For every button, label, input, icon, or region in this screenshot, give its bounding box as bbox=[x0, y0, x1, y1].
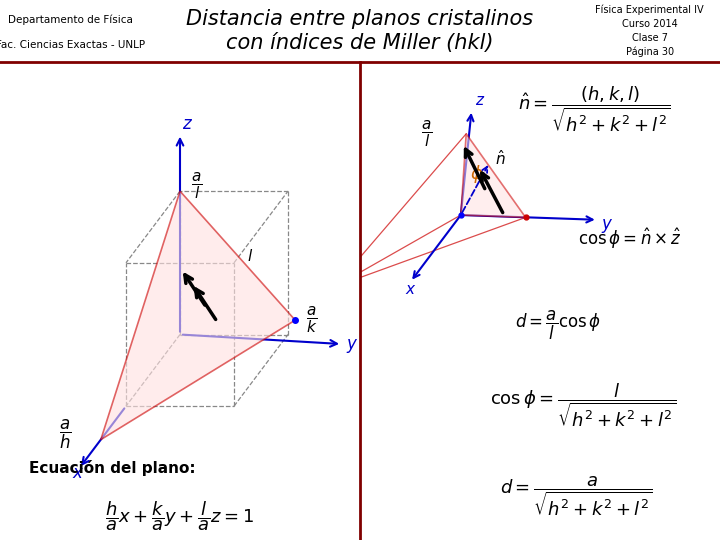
Polygon shape bbox=[101, 191, 295, 440]
Text: Física Experimental IV: Física Experimental IV bbox=[595, 4, 704, 15]
Text: Clase 7: Clase 7 bbox=[632, 33, 668, 43]
Text: Página 30: Página 30 bbox=[626, 47, 674, 57]
Text: $\phi$: $\phi$ bbox=[470, 163, 483, 185]
Polygon shape bbox=[461, 134, 526, 218]
Text: $\dfrac{h}{a}x + \dfrac{k}{a}y + \dfrac{l}{a}z = 1$: $\dfrac{h}{a}x + \dfrac{k}{a}y + \dfrac{… bbox=[106, 500, 254, 533]
Text: Ecuación del plano:: Ecuación del plano: bbox=[29, 460, 195, 476]
Text: $d = \dfrac{a}{l}\cos\phi$: $d = \dfrac{a}{l}\cos\phi$ bbox=[515, 308, 601, 341]
Text: $y$: $y$ bbox=[346, 337, 358, 355]
Text: Fac. Ciencias Exactas - UNLP: Fac. Ciencias Exactas - UNLP bbox=[0, 40, 145, 50]
Text: $\cos\phi = \hat{n}\times\hat{z}$: $\cos\phi = \hat{n}\times\hat{z}$ bbox=[578, 227, 682, 251]
Text: $x$: $x$ bbox=[72, 464, 84, 482]
Text: $\cos\phi = \dfrac{l}{\sqrt{h^2+k^2+l^2}}$: $\cos\phi = \dfrac{l}{\sqrt{h^2+k^2+l^2}… bbox=[490, 382, 677, 430]
Text: $\dfrac{a}{l}$: $\dfrac{a}{l}$ bbox=[191, 172, 202, 201]
Text: Departamento de Física: Departamento de Física bbox=[8, 15, 132, 25]
Text: $y$: $y$ bbox=[601, 218, 613, 235]
Text: Distancia entre planos cristalinos
con índices de Miller (hkl): Distancia entre planos cristalinos con í… bbox=[186, 10, 534, 53]
Text: $z$: $z$ bbox=[475, 93, 485, 108]
Text: $d = \dfrac{a}{\sqrt{h^2+k^2+l^2}}$: $d = \dfrac{a}{\sqrt{h^2+k^2+l^2}}$ bbox=[500, 475, 652, 519]
Text: Curso 2014: Curso 2014 bbox=[622, 18, 678, 29]
Text: $\dfrac{a}{l}$: $\dfrac{a}{l}$ bbox=[421, 119, 432, 148]
Text: $x$: $x$ bbox=[405, 282, 417, 297]
Text: $\hat{n}$: $\hat{n}$ bbox=[495, 149, 505, 168]
Text: $\hat{n} = \dfrac{(h,k,l)}{\sqrt{h^2+k^2+l^2}}$: $\hat{n} = \dfrac{(h,k,l)}{\sqrt{h^2+k^2… bbox=[518, 85, 670, 135]
Text: $\dfrac{a}{h}$: $\dfrac{a}{h}$ bbox=[58, 418, 71, 451]
Text: $z$: $z$ bbox=[181, 115, 193, 133]
Text: $\dfrac{a}{k}$: $\dfrac{a}{k}$ bbox=[306, 305, 318, 335]
Text: $l$: $l$ bbox=[246, 248, 253, 264]
